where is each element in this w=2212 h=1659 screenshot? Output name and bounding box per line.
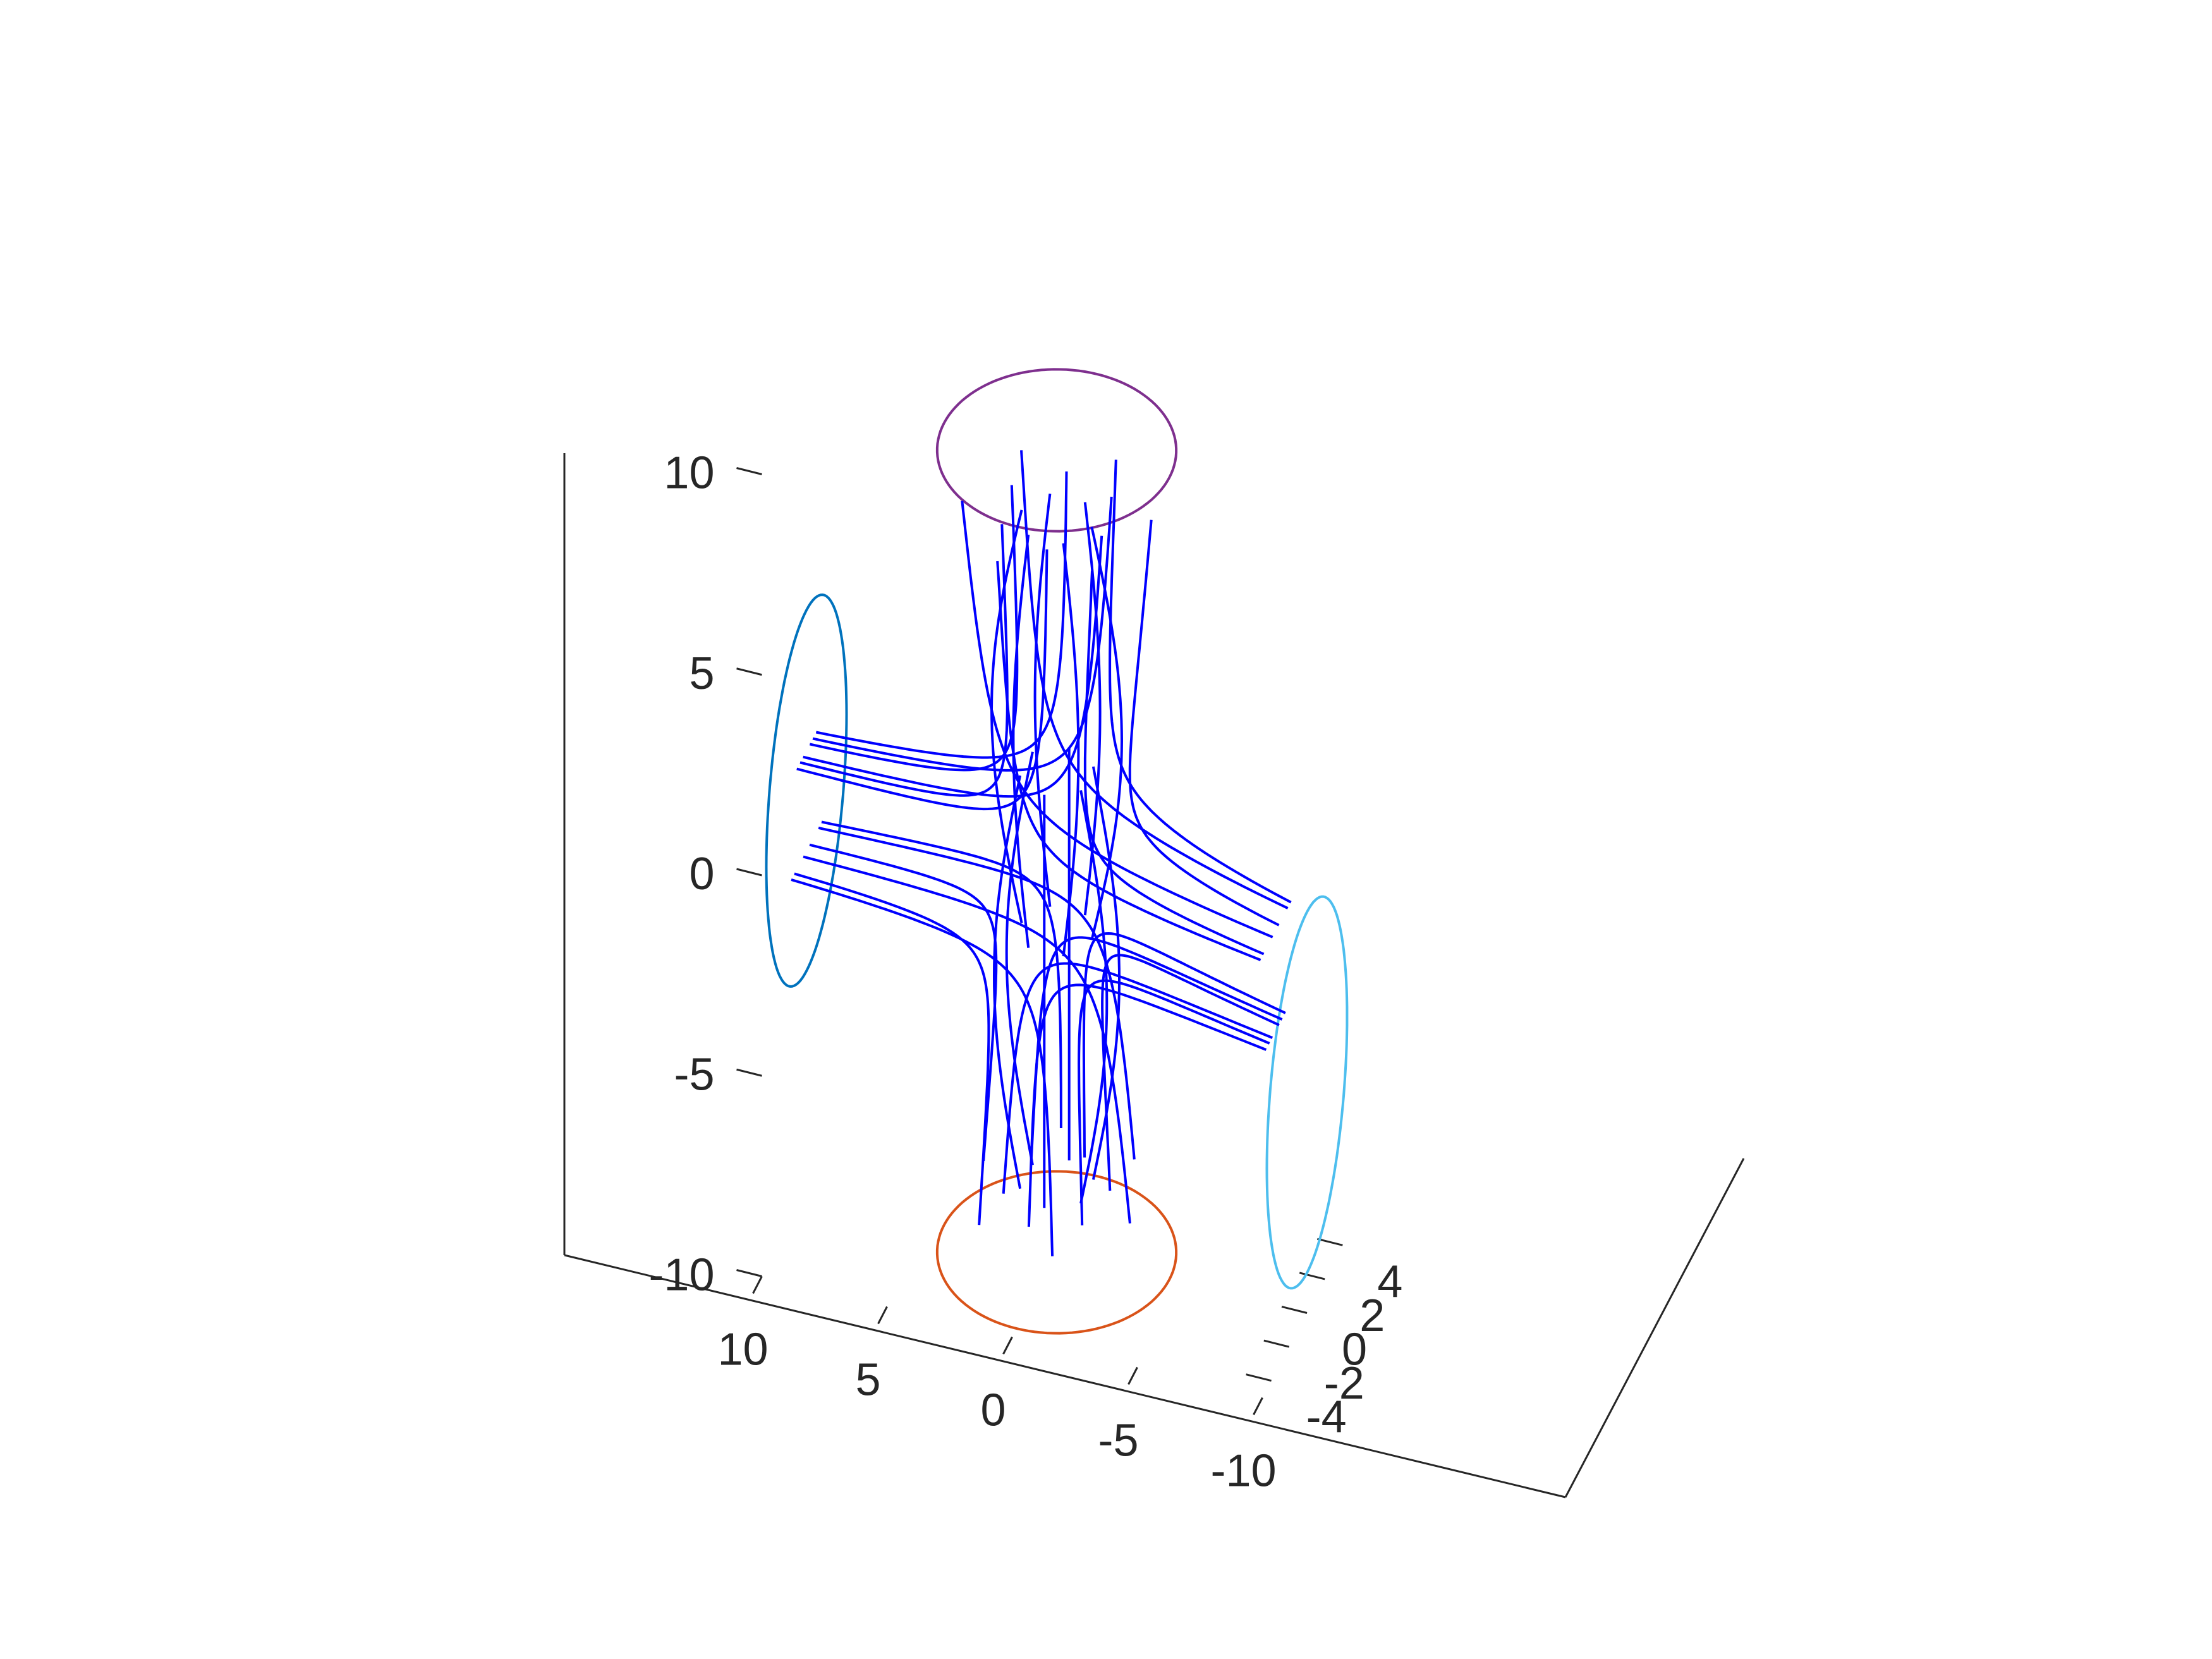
y-tick-label: -2 <box>1324 1358 1364 1409</box>
y-tick-label: 0 <box>1342 1325 1367 1375</box>
axes-box <box>563 453 1745 1498</box>
x-axis-line <box>564 1254 1566 1498</box>
streamline-2 <box>1020 450 1289 909</box>
streamline-36 <box>992 775 1022 1189</box>
z-tick <box>736 467 762 475</box>
streamline-24 <box>809 843 998 1162</box>
y-tick-label: 2 <box>1359 1291 1385 1341</box>
ring-circle-4 <box>935 1170 1178 1335</box>
circles <box>765 368 1349 1335</box>
y-tick <box>1299 1272 1325 1280</box>
x-tick-label: 5 <box>855 1355 880 1406</box>
z-tick-label: -5 <box>674 1049 714 1100</box>
x-tick <box>877 1306 888 1325</box>
z-tick <box>736 1068 762 1077</box>
streamline-17 <box>1078 979 1270 1225</box>
streamline-12 <box>961 501 1273 939</box>
streamline-26 <box>1005 751 1034 1165</box>
x-tick-label: 10 <box>717 1325 768 1375</box>
x-tick <box>1127 1366 1138 1385</box>
streamline-32 <box>1079 790 1109 1204</box>
z-tick <box>736 667 762 676</box>
x-tick <box>1253 1397 1263 1416</box>
x-tick-label: 0 <box>980 1385 1006 1436</box>
y-tick-label: -4 <box>1306 1392 1347 1443</box>
streamline-19 <box>1101 954 1280 1191</box>
z-tick-label: 0 <box>689 849 714 899</box>
x-tick <box>752 1275 763 1294</box>
y-tick <box>1281 1306 1308 1314</box>
streamline-31 <box>1090 526 1124 940</box>
ring-circle-3 <box>935 368 1178 533</box>
streamline-8 <box>1083 570 1265 956</box>
streamline-20 <box>818 826 1136 1160</box>
y-tick <box>1263 1339 1290 1348</box>
streamline-9 <box>796 549 1048 811</box>
z-tick-label: 5 <box>689 648 714 699</box>
streamline-30 <box>1091 766 1121 1180</box>
streamline-22 <box>821 820 1062 1128</box>
streamline-23 <box>1030 936 1283 1160</box>
y-tick <box>1246 1373 1272 1382</box>
streamline-16 <box>791 878 1054 1256</box>
streamline-33 <box>1062 543 1080 957</box>
streamline-7 <box>803 535 1103 798</box>
streamlines <box>791 450 1292 1256</box>
z-tick <box>736 1269 762 1277</box>
y-axis-line <box>1564 1158 1745 1498</box>
axis-ticks <box>736 467 1343 1416</box>
x-tick-label: -5 <box>1098 1416 1138 1466</box>
ring-circle-2 <box>1265 895 1349 1290</box>
z-tick-label: -10 <box>648 1250 714 1301</box>
x-tick-label: -10 <box>1210 1446 1276 1497</box>
streamline-35 <box>1012 534 1030 948</box>
y-tick-label: 4 <box>1377 1256 1402 1307</box>
z-tick-label: 10 <box>664 448 714 499</box>
streamline-6 <box>1128 520 1280 927</box>
y-tick <box>1317 1237 1343 1246</box>
streamline-3 <box>815 471 1068 759</box>
streamline-27 <box>1033 493 1052 907</box>
streamline-1 <box>809 485 1019 772</box>
z-tick <box>736 868 762 877</box>
ring-circle-1 <box>765 593 848 988</box>
streamline-5 <box>812 496 1113 772</box>
streamline-11 <box>799 524 1009 797</box>
x-tick <box>1002 1336 1013 1355</box>
streamline-14 <box>794 872 990 1225</box>
